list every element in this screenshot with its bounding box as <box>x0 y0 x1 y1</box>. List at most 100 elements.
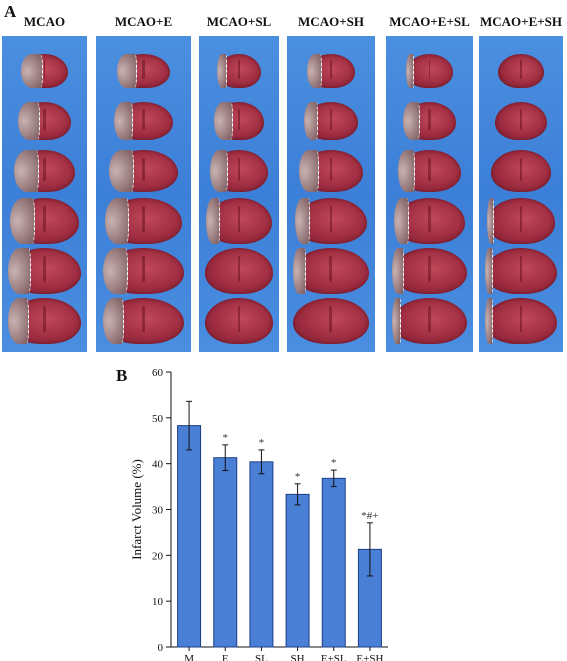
infarct-region <box>210 150 229 192</box>
brain-slice <box>405 54 454 88</box>
infarct-region <box>9 198 36 244</box>
column-header: MCAO+SH <box>298 14 364 29</box>
x-tick-label: M <box>184 653 194 661</box>
brain-slice <box>206 198 272 244</box>
y-tick-label: 0 <box>158 642 164 654</box>
brain-slice <box>293 248 369 294</box>
infarct-region <box>484 298 494 344</box>
brain-slice <box>398 150 461 192</box>
brain-slice-photo-column <box>96 36 191 352</box>
y-axis-label: Infarct Volume (%) <box>129 459 144 560</box>
significance-marker: * <box>295 471 301 483</box>
brain-slice <box>117 54 170 88</box>
brain-slice <box>109 150 178 192</box>
brain-slice <box>102 248 185 294</box>
y-tick-label: 60 <box>152 367 164 379</box>
brain-slice <box>104 198 183 244</box>
significance-marker: * <box>331 457 337 469</box>
x-tick-label: SL <box>255 653 268 661</box>
brain-slice-photo-column <box>386 36 473 352</box>
brain-slice <box>393 198 466 244</box>
infarct-region <box>114 102 133 140</box>
infarct-region <box>109 150 135 192</box>
brain-slice <box>7 298 82 344</box>
significance-marker: *#+ <box>361 510 378 522</box>
brain-slice <box>484 298 558 344</box>
significance-marker: * <box>259 437 265 449</box>
infarct-region <box>102 248 129 294</box>
x-tick-label: E+SH <box>356 653 383 661</box>
brain-slice <box>490 150 552 192</box>
infarct-region <box>402 102 420 140</box>
column-header: MCAO+E+SL <box>389 14 470 29</box>
panel-b-letter: B <box>116 366 128 385</box>
infarct-region <box>102 298 125 344</box>
brain-slice <box>392 298 467 344</box>
infarct-region <box>303 102 319 140</box>
brain-slice <box>484 248 558 294</box>
brain-slice <box>494 102 548 140</box>
brain-slice <box>114 102 173 140</box>
bar <box>285 493 310 648</box>
y-tick-label: 50 <box>152 413 164 425</box>
x-tick-label: SH <box>291 653 305 661</box>
infarct-region <box>206 198 221 244</box>
brain-slice <box>392 248 467 294</box>
brain-slice <box>21 54 68 88</box>
bar <box>177 425 202 648</box>
brain-slice <box>13 150 76 192</box>
infarct-region <box>104 198 129 244</box>
brain-slice <box>294 198 368 244</box>
brain-slice-photo-column <box>2 36 87 352</box>
bar <box>213 457 238 648</box>
infarct-region <box>392 248 405 294</box>
y-tick-label: 30 <box>152 505 164 517</box>
infarct-region <box>393 198 410 244</box>
brain-slice <box>486 198 556 244</box>
brain-slice <box>214 102 264 140</box>
brain-slice <box>306 54 356 88</box>
infarct-region <box>7 248 31 294</box>
bar <box>249 461 274 648</box>
brain-slice-photo-column <box>287 36 375 352</box>
infarct-region <box>18 102 41 140</box>
panel-a-letter: A <box>4 2 17 21</box>
column-header: MCAO+E <box>114 14 173 29</box>
column-header: MCAO+SL <box>206 14 272 29</box>
brain-slice <box>204 248 274 294</box>
y-tick-label: 20 <box>152 550 164 562</box>
brain-slice <box>299 150 363 192</box>
infarct-region <box>13 150 40 192</box>
column-header: MCAO+E+SH <box>480 14 562 29</box>
infarct-region <box>117 54 137 88</box>
brain-slice-photo-column <box>199 36 279 352</box>
infarct-region <box>294 198 311 244</box>
brain-slice <box>402 102 457 140</box>
brain-slice <box>9 198 80 244</box>
infarct-region <box>486 198 495 244</box>
infarct-region <box>299 150 320 192</box>
infarct-region <box>392 298 401 344</box>
brain-slice-photo-column <box>479 36 563 352</box>
infarct-region <box>21 54 44 88</box>
infarct-region <box>217 54 227 88</box>
brain-slice <box>293 298 369 344</box>
infarct-region <box>214 102 233 140</box>
infarct-region <box>484 248 494 294</box>
infarct-region <box>405 54 414 88</box>
infarct-region <box>398 150 415 192</box>
brain-slice <box>217 54 261 88</box>
infarct-region <box>7 298 30 344</box>
x-tick-label: E <box>222 653 229 661</box>
brain-slice <box>18 102 71 140</box>
y-tick-label: 10 <box>152 596 164 608</box>
column-header: MCAO <box>23 14 66 29</box>
brain-slice <box>204 298 274 344</box>
brain-slice <box>303 102 359 140</box>
y-tick-label: 40 <box>152 459 164 471</box>
brain-slice <box>497 54 545 88</box>
brain-slice <box>210 150 268 192</box>
infarct-region <box>306 54 323 88</box>
brain-slice <box>7 248 82 294</box>
